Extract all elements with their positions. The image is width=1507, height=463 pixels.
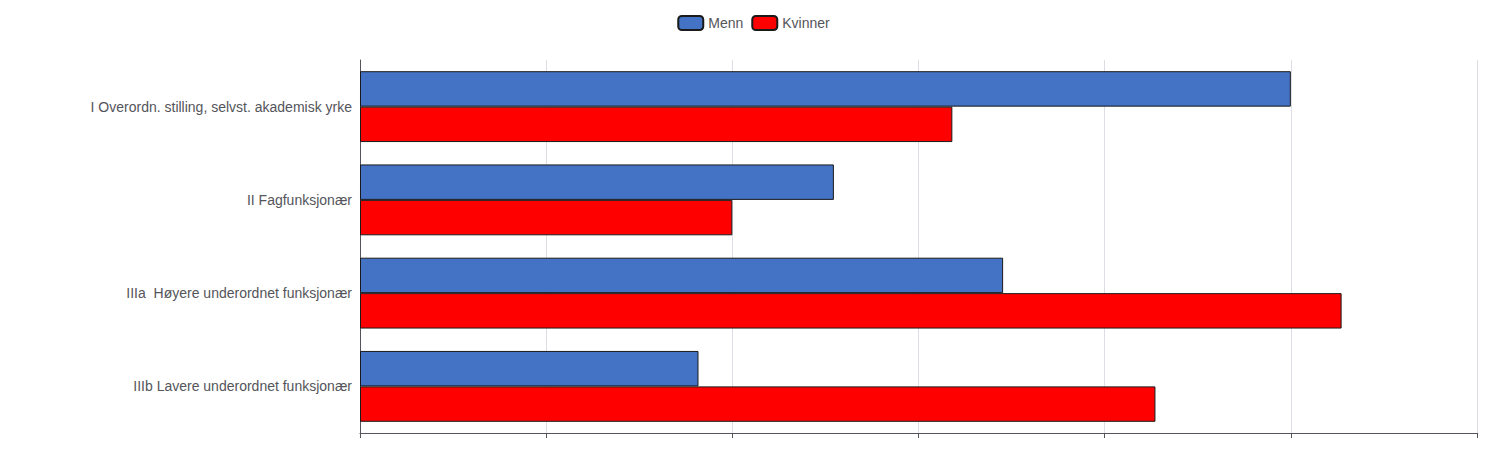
svg-text:IIIa Høyere underordnet funks: IIIa Høyere underordnet funksjonær <box>126 285 352 301</box>
svg-text:II Fagfunksjonær: II Fagfunksjonær <box>247 192 352 208</box>
svg-text:IIIb Lavere underordnet funksj: IIIb Lavere underordnet funksjonær <box>133 378 352 394</box>
svg-text:Menn: Menn <box>708 15 743 31</box>
svg-text:I Overordn. stilling, selvst.: I Overordn. stilling, selvst. akademisk … <box>91 99 353 115</box>
svg-text:Kvinner: Kvinner <box>782 15 830 31</box>
